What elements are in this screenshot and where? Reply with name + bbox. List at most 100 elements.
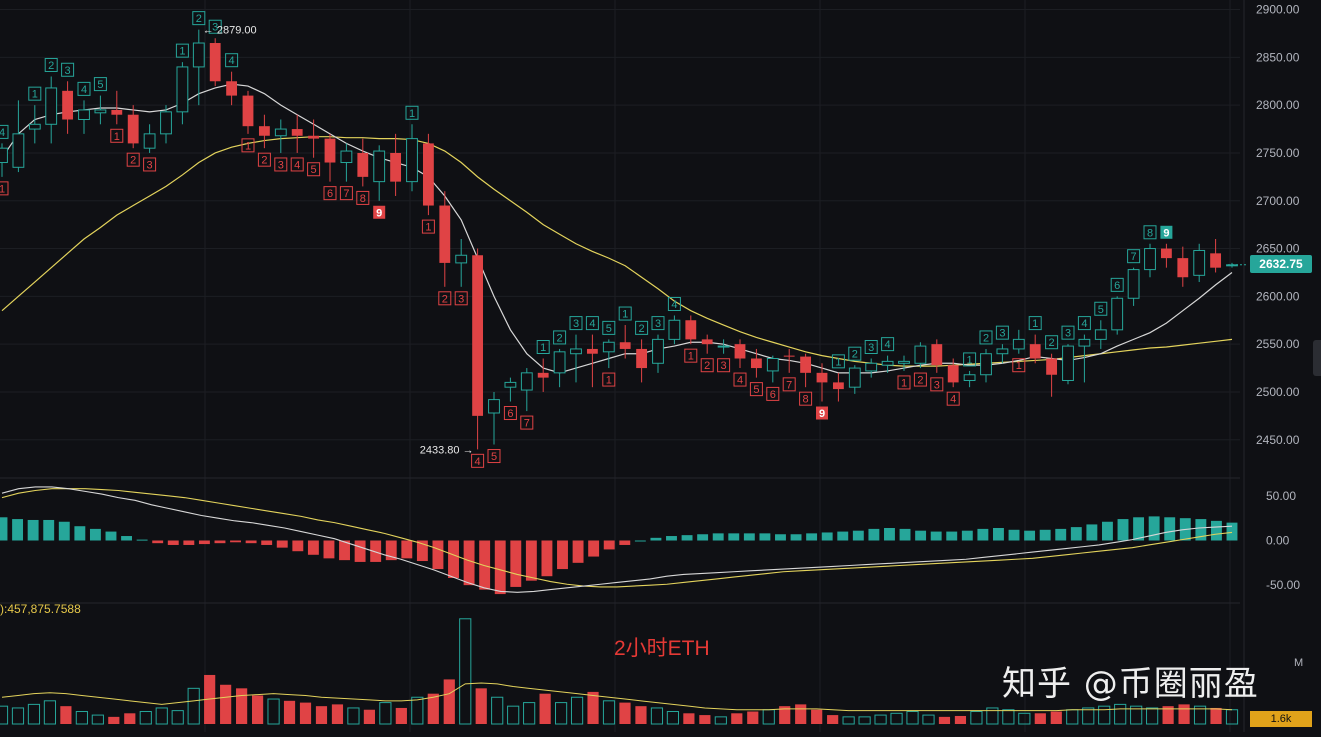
td-count-label: 2 [261,155,267,167]
volume-bar-up [75,711,88,725]
macd-histogram-bar [261,540,273,545]
candle-body-up [602,341,615,353]
volume-ma-readout: ):457,875.7588 [0,602,81,616]
td-count-box [1077,316,1091,331]
volume-bar-up [11,707,25,725]
candle-body-down [816,372,828,383]
td-count-label: 2 [557,332,563,344]
td-count-label: 5 [97,79,103,91]
volume-bar-up [523,702,536,725]
td-count-label: 2 [442,293,448,305]
td-count-box [241,138,255,153]
volume-bar-up [187,687,200,725]
td-count-box [848,346,862,361]
td-count-label: 2 [852,349,858,361]
macd-histogram-bar [339,540,350,561]
td-count-label: 4 [671,299,677,311]
td-count-label: 9 [819,408,825,420]
macd-histogram-bar [292,540,304,552]
candle-body-up [980,353,992,376]
volume-bar-up [171,710,184,725]
td-count-label: 4 [589,318,595,330]
td-count-label: 1 [622,309,628,321]
volume-bar-up [1098,705,1111,725]
candle-body-down [734,344,746,359]
macd-histogram-bar [775,534,786,541]
macd-histogram-bar [167,540,179,545]
td-count-label: 2 [704,360,710,372]
volume-bar-up [43,700,57,725]
td-count-box [536,340,550,354]
macd-histogram-bar [946,531,958,541]
macd-histogram-bar [401,540,413,559]
volume-bar-down [124,713,136,724]
macd-histogram-bar [416,540,428,562]
volume-bar-down [220,684,232,724]
macd-histogram-bar [323,540,335,559]
td-count-box [799,391,813,406]
td-count-label: 2 [917,375,923,387]
price-tick-label: 2800.00 [1256,98,1300,112]
volume-bar-down [331,704,344,724]
td-count-label: 3 [999,328,1005,340]
volume-bar-up [379,702,392,725]
candle-body-up [963,374,976,381]
td-count-label: 7 [786,379,792,391]
volume-bar-down [427,693,439,724]
candle-body-down [750,358,762,369]
macd-histogram-bar [12,519,24,541]
macd-histogram-bar [494,540,506,595]
td-count-box [503,406,517,421]
candle-body-up [1111,297,1124,331]
td-count-label: 1 [409,108,415,120]
volume-bar-down [443,679,455,724]
candle-body-up [94,109,107,114]
price-tick-label: 2700.00 [1256,194,1300,208]
macd-histogram-bar [650,537,662,541]
macd-histogram-bar [136,539,148,541]
volume-bar-down [683,713,695,724]
candle-body-up [668,319,681,340]
panel-collapse-handle[interactable] [1313,340,1321,376]
macd-histogram-bar [852,530,864,541]
macd-histogram-bar [1148,516,1160,541]
candle-body-down [439,205,451,263]
macd-histogram-bar [525,540,537,581]
macd-histogram-bar [541,540,553,577]
macd-histogram-bar [961,530,973,541]
macd-histogram-bar [915,530,927,541]
td-count-box [257,152,271,167]
macd-histogram-bar [230,540,241,543]
volume-bar-up [1225,709,1239,725]
td-count-label: 3 [934,379,940,391]
macd-histogram-bar [743,533,755,541]
volume-bar-up [602,700,616,725]
volume-bar-up [714,716,727,725]
volume-bar-up [1130,705,1143,725]
macd-histogram-bar [1024,530,1036,541]
td-count-box [782,377,796,392]
volume-bar-up [1114,703,1127,725]
td-count-box [339,186,353,201]
volume-bar-down [587,691,599,724]
candle-body-up [0,147,8,164]
td-count-label: 1 [0,183,5,195]
td-count-box [290,157,304,172]
td-count-label: 2 [1049,337,1055,349]
td-count-box [635,320,649,335]
candle-body-down [1177,258,1189,278]
td-count-label: 9 [1163,227,1169,239]
td-count-label: 6 [1114,280,1120,292]
candle-body-up [28,123,41,130]
td-count-box [28,86,42,101]
td-count-label: 1 [688,351,694,363]
candle-body-up [1127,269,1140,299]
td-count-box [175,43,189,58]
td-count-box [44,57,58,72]
volume-bar-up [666,711,679,725]
volume-bar-down [1178,704,1190,724]
volume-bar-up [555,702,568,725]
candle-body-up [488,399,500,414]
